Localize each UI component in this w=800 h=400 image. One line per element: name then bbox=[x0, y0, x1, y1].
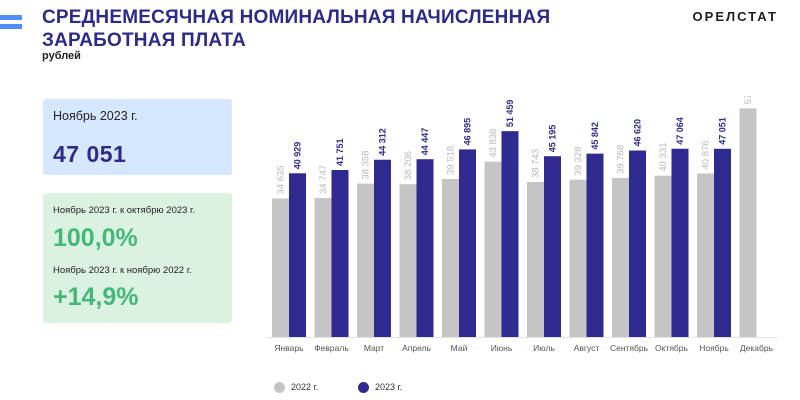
bar-2022 bbox=[569, 179, 587, 337]
bar-2023 bbox=[416, 159, 434, 337]
data-label-2023: 44 447 bbox=[420, 128, 430, 156]
x-tick-label: Август bbox=[574, 343, 600, 353]
x-tick-label: Январь bbox=[274, 343, 304, 353]
bar-2023 bbox=[374, 159, 391, 337]
bar-2022 bbox=[654, 175, 672, 337]
data-label-2022: 38 743 bbox=[531, 149, 542, 178]
data-label-2023: 41 751 bbox=[335, 138, 345, 166]
data-label-2023: 51 459 bbox=[505, 100, 515, 128]
legend-swatch-2022 bbox=[274, 382, 285, 394]
data-label-2023: 40 929 bbox=[293, 142, 303, 170]
bar-2022 bbox=[484, 161, 502, 337]
bar-2023 bbox=[629, 150, 646, 337]
bar-2022 bbox=[399, 184, 417, 337]
data-label-2022: 39 768 bbox=[616, 145, 627, 174]
bar-2023 bbox=[459, 149, 476, 337]
current-value-card: Ноябрь 2023 г. 47 051 bbox=[43, 99, 232, 175]
x-tick-label: Февраль bbox=[314, 343, 349, 353]
brand-logo: ОРЕЛСТАТ bbox=[692, 9, 778, 24]
data-label-2022: 39 328 bbox=[573, 147, 584, 176]
bar-2023 bbox=[289, 173, 306, 337]
x-tick-label: Июль bbox=[533, 343, 555, 353]
legend-item-2023: 2023 г. bbox=[358, 382, 403, 394]
yoy-label: Ноябрь 2023 г. к ноябрю 2022 г. bbox=[53, 265, 192, 276]
bar-2022 bbox=[272, 198, 289, 337]
data-label-2022: 34 747 bbox=[318, 165, 329, 194]
data-label-2023: 45 195 bbox=[548, 125, 558, 153]
data-label-2022: 40 876 bbox=[701, 140, 712, 169]
bar-2022 bbox=[357, 183, 374, 337]
bar-2022 bbox=[697, 173, 714, 337]
data-label-2023: 46 895 bbox=[463, 118, 473, 146]
current-value: 47 051 bbox=[53, 141, 127, 167]
bar-2023 bbox=[501, 131, 519, 337]
x-tick-label: Июнь bbox=[491, 343, 513, 353]
bar-2022 bbox=[612, 177, 629, 337]
x-tick-label: Май bbox=[451, 343, 468, 353]
x-tick-label: Октябрь bbox=[655, 343, 689, 353]
legend-swatch-2023 bbox=[358, 382, 369, 394]
legend-item-2022: 2022 г. bbox=[274, 382, 319, 394]
mom-value: 100,0% bbox=[53, 224, 138, 252]
bar-2023 bbox=[586, 153, 604, 337]
change-card: Ноябрь 2023 г. к октябрю 2023 г. 100,0% … bbox=[43, 193, 232, 323]
bar-2022 bbox=[527, 182, 544, 337]
data-label-2022: 38 206 bbox=[403, 151, 414, 180]
data-label-2023: 46 620 bbox=[633, 119, 643, 147]
data-label-2023: 47 051 bbox=[718, 117, 728, 145]
data-label-2022: 34 635 bbox=[276, 165, 287, 194]
data-label-2022: 57 164 bbox=[743, 96, 754, 104]
data-label-2022: 40 331 bbox=[658, 143, 669, 172]
page-title: СРЕДНЕМЕСЯЧНАЯ НОМИНАЛЬНАЯ НАЧИСЛЕННАЯ З… bbox=[42, 7, 551, 51]
current-period-label: Ноябрь 2023 г. bbox=[53, 109, 138, 123]
x-tick-label: Сентябрь bbox=[610, 343, 649, 353]
legend-label-2022: 2022 г. bbox=[291, 382, 319, 392]
accent-bar bbox=[0, 15, 22, 20]
bar-2023 bbox=[714, 148, 731, 337]
x-tick-label: Март bbox=[364, 343, 384, 353]
page-subtitle: рублей bbox=[42, 50, 81, 62]
bar-2022 bbox=[314, 198, 332, 337]
bar-2022 bbox=[739, 108, 757, 338]
data-label-2023: 47 064 bbox=[675, 117, 685, 145]
data-label-2022: 39 518 bbox=[446, 146, 457, 175]
mom-label: Ноябрь 2023 г. к октябрю 2023 г. bbox=[53, 205, 196, 216]
data-label-2022: 43 838 bbox=[488, 129, 499, 158]
accent-bar bbox=[0, 24, 22, 29]
data-label-2023: 45 842 bbox=[590, 122, 600, 150]
x-tick-label: Декабрь bbox=[740, 343, 774, 353]
x-tick-label: Апрель bbox=[402, 343, 431, 353]
bar-2022 bbox=[442, 178, 459, 337]
bar-2023 bbox=[544, 156, 561, 337]
yoy-value: +14,9% bbox=[53, 283, 139, 311]
legend-label-2023: 2023 г. bbox=[375, 382, 403, 392]
x-tick-label: Ноябрь bbox=[699, 343, 729, 353]
salary-bar-chart: 34 635 40 929 Январь 34 747 41 751 Февраль 38 … bbox=[266, 96, 778, 353]
bar-2023 bbox=[671, 148, 689, 337]
data-label-2023: 44 312 bbox=[378, 128, 388, 156]
data-label-2022: 38 358 bbox=[361, 151, 372, 180]
bar-2023 bbox=[331, 169, 349, 337]
